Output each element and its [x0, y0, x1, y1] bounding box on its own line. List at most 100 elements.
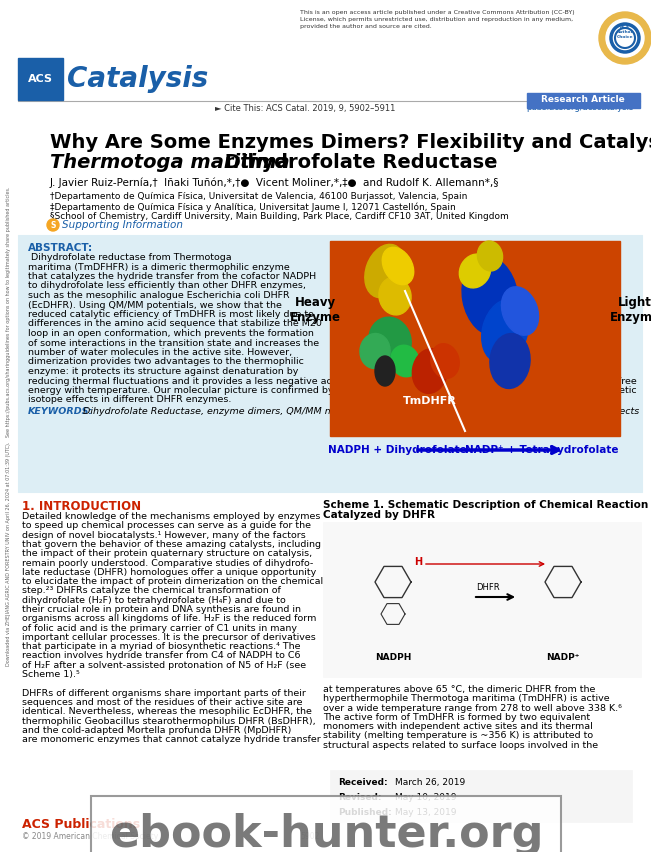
Text: NADP⁺ + Tetrahydrofolate: NADP⁺ + Tetrahydrofolate — [465, 445, 618, 455]
Text: that govern the behavior of these amazing catalysts, including: that govern the behavior of these amazin… — [22, 540, 321, 549]
Text: Research Article: Research Article — [541, 95, 625, 105]
Text: their crucial role in protein and DNA synthesis are found in: their crucial role in protein and DNA sy… — [22, 605, 301, 614]
Text: organisms across all kingdoms of life. H₂F is the reduced form: organisms across all kingdoms of life. H… — [22, 614, 316, 624]
Text: maritima (TmDFHFR) is a dimeric thermophilic enzyme: maritima (TmDFHFR) is a dimeric thermoph… — [28, 262, 290, 272]
Text: of H₂F after a solvent-assisted protonation of N5 of H₂F (see: of H₂F after a solvent-assisted protonat… — [22, 661, 306, 670]
Ellipse shape — [375, 356, 395, 386]
Text: are monomeric enzymes that cannot catalyze hydride transfer: are monomeric enzymes that cannot cataly… — [22, 735, 321, 744]
Text: at temperatures above 65 °C, the dimeric DHFR from the: at temperatures above 65 °C, the dimeric… — [323, 685, 596, 694]
Text: provided the author and source are cited.: provided the author and source are cited… — [300, 24, 432, 29]
Text: such as the mesophilic analogue Escherichia coli DHFR: such as the mesophilic analogue Escheric… — [28, 291, 290, 300]
Text: Catalyzed by DHFR: Catalyzed by DHFR — [323, 510, 435, 520]
Text: Scheme 1. Schematic Description of Chemical Reaction: Scheme 1. Schematic Description of Chemi… — [323, 500, 648, 510]
Text: stability (melting temperature is ~356 K) is attributed to: stability (melting temperature is ~356 K… — [323, 732, 593, 740]
Text: loop in an open conformation, which prevents the formation: loop in an open conformation, which prev… — [28, 329, 314, 338]
Circle shape — [47, 219, 59, 231]
Ellipse shape — [391, 345, 419, 377]
Text: © 2019 American Chemical Society: © 2019 American Chemical Society — [22, 832, 158, 841]
Text: Revised:: Revised: — [338, 793, 381, 802]
Text: The active form of TmDHFR is formed by two equivalent: The active form of TmDHFR is formed by t… — [323, 713, 590, 722]
Text: Dihydrofolate reductase from Thermotoga: Dihydrofolate reductase from Thermotoga — [28, 253, 232, 262]
Ellipse shape — [368, 317, 411, 365]
Text: design of novel biocatalysts.¹ However, many of the factors: design of novel biocatalysts.¹ However, … — [22, 531, 306, 539]
Text: thermophilic Geobacillus stearothermophilus DHFR (BsDHFR),: thermophilic Geobacillus stearothermophi… — [22, 717, 316, 726]
Text: Thermotoga maritima: Thermotoga maritima — [50, 153, 290, 172]
Text: reaction involves hydride transfer from C4 of NADPH to C6: reaction involves hydride transfer from … — [22, 652, 301, 660]
Text: Received:: Received: — [338, 778, 387, 787]
Text: †Departamento de Química Física, Universitat de Valencia, 46100 Burjassot, Valen: †Departamento de Química Física, Univers… — [50, 192, 467, 201]
Text: late reductase (DHFR) homologues offer a unique opportunity: late reductase (DHFR) homologues offer a… — [22, 567, 316, 577]
Ellipse shape — [462, 256, 518, 336]
Bar — [18, 58, 63, 100]
Ellipse shape — [382, 247, 414, 285]
Bar — [330, 770, 632, 822]
Ellipse shape — [460, 254, 491, 288]
Text: Detailed knowledge of the mechanisms employed by enzymes: Detailed knowledge of the mechanisms emp… — [22, 512, 320, 521]
Text: May 10, 2019: May 10, 2019 — [395, 793, 456, 802]
Text: Scheme 1).⁵: Scheme 1).⁵ — [22, 671, 80, 679]
Text: identical. Nevertheless, whereas the mesophilic EcDHFR, the: identical. Nevertheless, whereas the mes… — [22, 707, 312, 717]
Ellipse shape — [501, 287, 538, 335]
Text: dimerization provides two advantages to the thermophilic: dimerization provides two advantages to … — [28, 358, 304, 366]
Text: NADPH + Dihydrofolate: NADPH + Dihydrofolate — [328, 445, 467, 455]
Ellipse shape — [365, 245, 405, 297]
Ellipse shape — [490, 333, 530, 389]
Text: Light
Enzyme: Light Enzyme — [609, 296, 651, 324]
Text: ► Cite This: ACS Catal. 2019, 9, 5902–5911: ► Cite This: ACS Catal. 2019, 9, 5902–59… — [215, 103, 395, 112]
Text: Published:: Published: — [338, 808, 392, 817]
Text: S: S — [50, 221, 56, 229]
Text: the impact of their protein quaternary structure on catalysis,: the impact of their protein quaternary s… — [22, 550, 312, 558]
Text: March 26, 2019: March 26, 2019 — [395, 778, 465, 787]
Text: Dihydrofolate Reductase: Dihydrofolate Reductase — [218, 153, 497, 172]
Text: ACS: ACS — [27, 74, 53, 84]
Text: monomers with independent active sites and its thermal: monomers with independent active sites a… — [323, 722, 593, 731]
Text: Dihydrofolate Reductase, enzyme dimers, QM/MM methods, free energy calculations,: Dihydrofolate Reductase, enzyme dimers, … — [80, 407, 639, 416]
Text: to elucidate the impact of protein dimerization on the chemical: to elucidate the impact of protein dimer… — [22, 577, 323, 586]
Text: J. Javier Ruiz-Pernía,†  Iñaki Tuñón,*,†●  Vicent Moliner,*,‡●  and Rudolf K. Al: J. Javier Ruiz-Pernía,† Iñaki Tuñón,*,†●… — [50, 177, 499, 187]
Circle shape — [599, 12, 651, 64]
Ellipse shape — [431, 343, 459, 378]
Text: that participate in a myriad of biosynthetic reactions.⁴ The: that participate in a myriad of biosynth… — [22, 642, 301, 651]
Text: TmDHFR: TmDHFR — [403, 396, 457, 406]
Text: KEYWORDS:: KEYWORDS: — [28, 407, 93, 416]
Text: ACS
Author
Choice: ACS Author Choice — [616, 26, 633, 38]
Text: number of water molecules in the active site. However,: number of water molecules in the active … — [28, 348, 292, 357]
Text: ebook-hunter.org: ebook-hunter.org — [109, 814, 543, 852]
Text: May 13, 2019: May 13, 2019 — [395, 808, 456, 817]
Text: DHFRs of different organisms share important parts of their: DHFRs of different organisms share impor… — [22, 688, 306, 698]
Text: License, which permits unrestricted use, distribution and reproduction in any me: License, which permits unrestricted use,… — [300, 17, 573, 22]
Text: Supporting Information: Supporting Information — [62, 220, 183, 230]
Text: differences in the amino acid sequence that stabilize the M20: differences in the amino acid sequence t… — [28, 320, 322, 329]
Bar — [527, 93, 640, 108]
Ellipse shape — [360, 333, 390, 368]
Text: (EcDHFR). Using QM/MM potentials, we show that the: (EcDHFR). Using QM/MM potentials, we sho… — [28, 301, 282, 309]
Ellipse shape — [477, 241, 503, 271]
Bar — [330, 241, 620, 436]
Bar — [18, 235, 642, 492]
Text: ABSTRACT:: ABSTRACT: — [28, 243, 93, 253]
Text: §School of Chemistry, Cardiff University, Main Building, Park Place, Cardiff CF1: §School of Chemistry, Cardiff University… — [50, 212, 508, 221]
Text: of some interactions in the transition state and increases the: of some interactions in the transition s… — [28, 338, 319, 348]
Text: NADP⁺: NADP⁺ — [546, 653, 579, 661]
Text: to dihydrofolate less efficiently than other DHFR enzymes,: to dihydrofolate less efficiently than o… — [28, 281, 306, 291]
Text: to speed up chemical processes can serve as a guide for the: to speed up chemical processes can serve… — [22, 521, 311, 530]
Text: 5902: 5902 — [300, 832, 320, 841]
Text: Heavy
Enzyme: Heavy Enzyme — [290, 296, 340, 324]
Text: that catalyzes the hydride transfer from the cofactor NADPH: that catalyzes the hydride transfer from… — [28, 272, 316, 281]
Text: dihydrofolate (H₂F) to tetrahydrofolate (H₄F) and due to: dihydrofolate (H₂F) to tetrahydrofolate … — [22, 596, 286, 605]
Text: Why Are Some Enzymes Dimers? Flexibility and Catalysis in: Why Are Some Enzymes Dimers? Flexibility… — [50, 133, 651, 152]
Bar — [323, 522, 641, 677]
Text: pubs.acs.org/acscatalysis: pubs.acs.org/acscatalysis — [526, 103, 633, 112]
Text: H: H — [414, 557, 422, 567]
Text: energy with temperature. Our molecular picture is confirmed by the analysis of t: energy with temperature. Our molecular p… — [28, 386, 637, 395]
Circle shape — [606, 19, 644, 57]
Text: and the cold-adapted Mortella profunda DHFR (MpDHFR): and the cold-adapted Mortella profunda D… — [22, 726, 292, 735]
Text: ‡Departamento de Química Física y Analítica, Universitat Jaume I, 12071 Castelló: ‡Departamento de Química Física y Analít… — [50, 202, 456, 211]
Text: Downloaded via ZHEJIANG AGRIC AND FORESTRY UNIV on April 26, 2024 at 07:01:39 (U: Downloaded via ZHEJIANG AGRIC AND FOREST… — [7, 187, 12, 665]
Text: hyperthermophile Thermotoga maritima (TmDHFR) is active: hyperthermophile Thermotoga maritima (Tm… — [323, 694, 609, 703]
Text: Catalysis: Catalysis — [67, 65, 208, 93]
Text: important cellular processes. It is the precursor of derivatives: important cellular processes. It is the … — [22, 633, 316, 642]
Text: 1. INTRODUCTION: 1. INTRODUCTION — [22, 500, 141, 513]
Ellipse shape — [482, 299, 529, 363]
Text: sequences and most of the residues of their active site are: sequences and most of the residues of th… — [22, 698, 303, 707]
